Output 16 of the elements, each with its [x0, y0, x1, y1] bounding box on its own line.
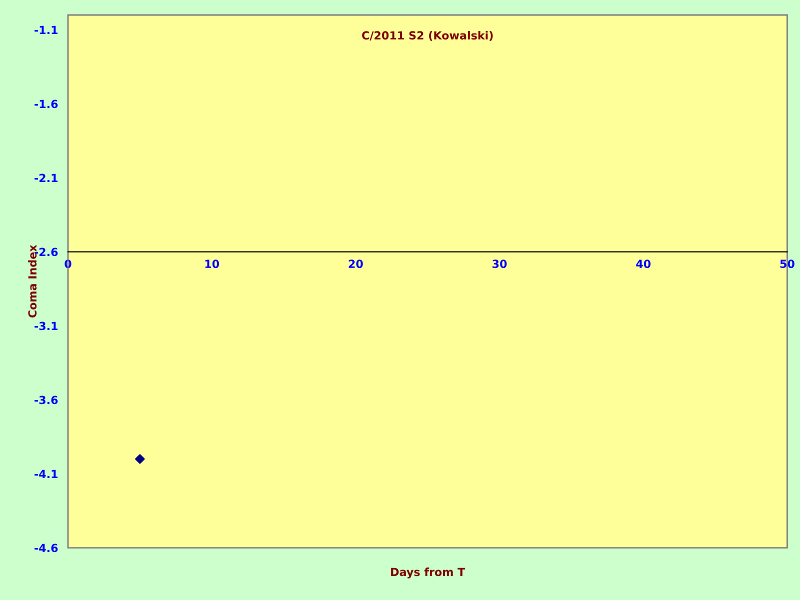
y-tick-label: -3.1 — [34, 322, 58, 330]
x-tick-label: 50 — [780, 260, 794, 268]
y-tick-label: -1.6 — [34, 100, 58, 108]
y-tick-label: -4.1 — [34, 470, 58, 478]
y-tick-label: -3.6 — [34, 396, 58, 404]
y-tick-label: -2.1 — [34, 174, 58, 182]
x-tick-label: 30 — [492, 260, 507, 268]
x-tick-label: 20 — [348, 260, 363, 268]
y-tick-label: -1.1 — [34, 26, 58, 34]
x-tick-label: 40 — [636, 260, 651, 268]
x-axis-title: Days from T — [391, 568, 466, 578]
y-tick-label: -2.6 — [34, 248, 58, 256]
text: C/2011 S2 (Kowalski) — [362, 30, 493, 41]
y-tick-label: -4.6 — [34, 544, 58, 552]
x-tick-label: 10 — [205, 260, 220, 268]
y-axis-title: Coma Index — [28, 244, 37, 318]
